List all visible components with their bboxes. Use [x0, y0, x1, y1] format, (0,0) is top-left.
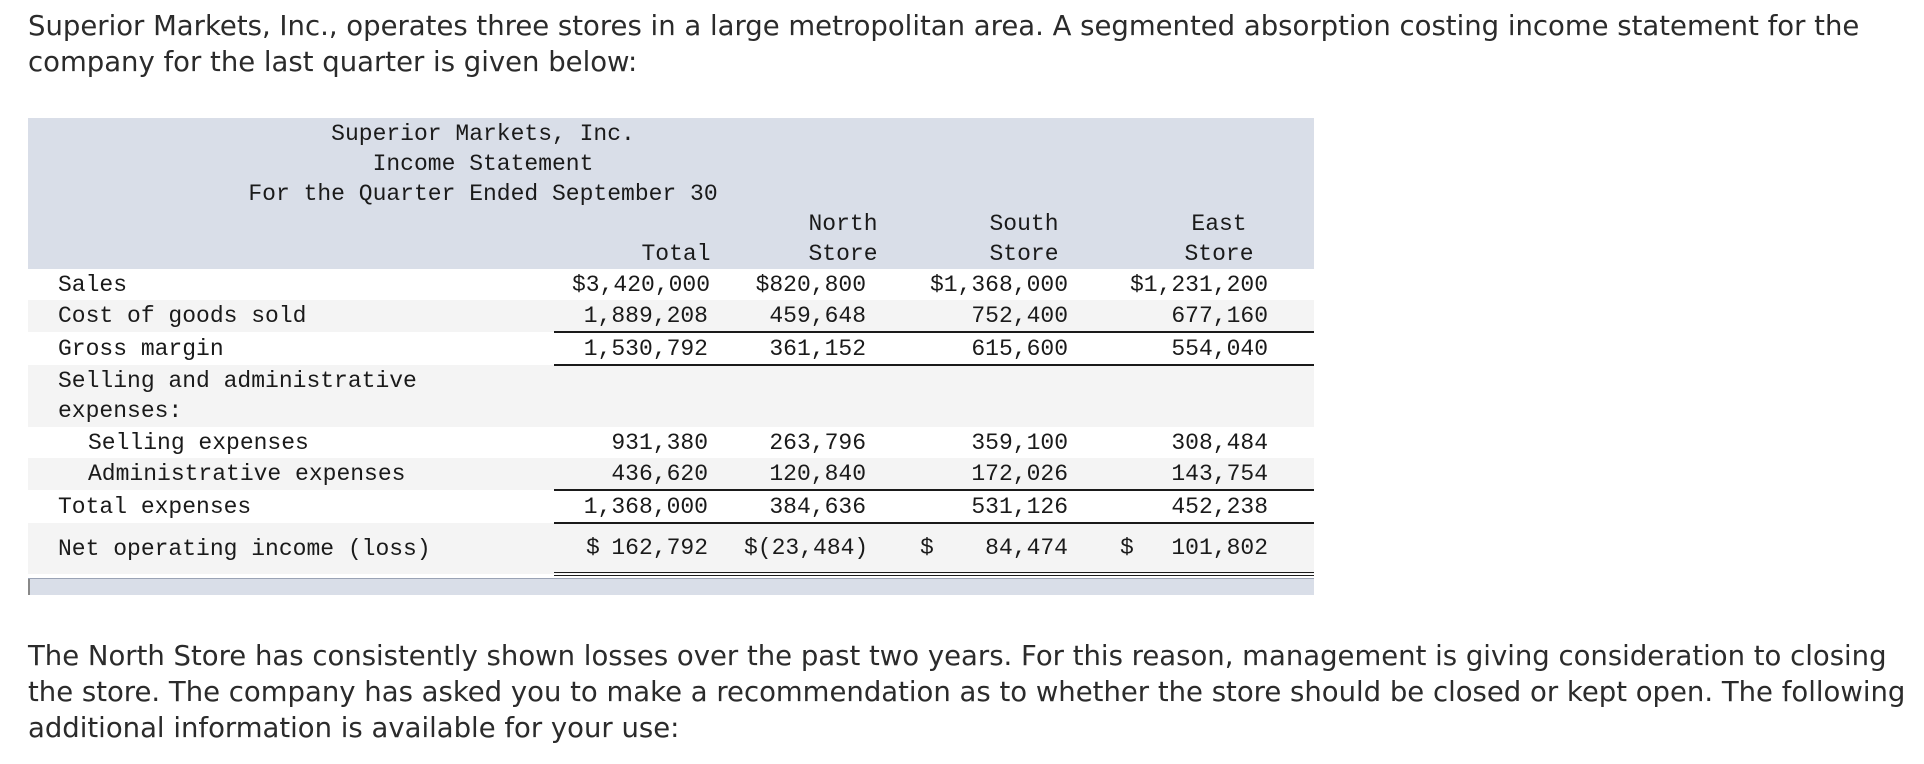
table-horizontal-scrollbar[interactable] — [28, 578, 1314, 595]
gross-margin-total: 1,530,792 — [572, 332, 744, 366]
total-expenses-north: 384,636 — [744, 490, 906, 524]
col-header-north-1: North — [808, 211, 878, 237]
row-sga-heading: Selling and administrative expenses: — [28, 365, 1314, 427]
sales-south: $1,368,000 — [906, 269, 1106, 300]
statement-title: Income Statement — [372, 151, 594, 177]
sales-east: $1,231,200 — [1106, 269, 1314, 300]
admin-total: 436,620 — [572, 458, 744, 491]
admin-south: 172,026 — [906, 458, 1106, 491]
cogs-north: 459,648 — [744, 300, 906, 333]
selling-east: 308,484 — [1106, 427, 1314, 458]
scrollbar-edge — [28, 579, 30, 595]
net-south: $84,474 — [906, 523, 1106, 576]
total-expenses-south: 531,126 — [906, 490, 1106, 524]
label-sales: Sales — [28, 269, 554, 300]
label-net-operating-income: Net operating income (loss) — [28, 523, 554, 574]
col-header-total: Total — [641, 241, 711, 267]
selling-south: 359,100 — [906, 427, 1106, 458]
gross-margin-east: 554,040 — [1106, 332, 1314, 366]
company-name: Superior Markets, Inc. — [331, 121, 635, 147]
selling-north: 263,796 — [744, 427, 906, 458]
income-statement: Superior Markets, Inc. Income Statement … — [28, 118, 1314, 576]
sales-north: $820,800 — [744, 269, 906, 300]
net-total: $162,792 — [572, 523, 744, 576]
intro-paragraph: Superior Markets, Inc., operates three s… — [28, 10, 1860, 78]
label-sga-heading: Selling and administrative expenses: — [28, 365, 554, 427]
label-cogs: Cost of goods sold — [28, 300, 554, 332]
net-east: $101,802 — [1106, 523, 1314, 576]
sales-total: $3,420,000 — [572, 269, 744, 300]
cogs-south: 752,400 — [906, 300, 1106, 333]
gross-margin-north: 361,152 — [744, 332, 906, 366]
total-expenses-total: 1,368,000 — [572, 490, 744, 524]
statement-table: Sales $3,420,000 $820,800 $1,368,000 $1,… — [28, 269, 1314, 576]
col-header-north-2: Store — [808, 241, 878, 267]
row-total-expenses: Total expenses 1,368,000 384,636 531,126… — [28, 490, 1314, 524]
row-gross-margin: Gross margin 1,530,792 361,152 615,600 5… — [28, 332, 1314, 366]
label-gross-margin: Gross margin — [28, 332, 554, 365]
label-admin: Administrative expenses — [28, 458, 554, 490]
net-total-dollar-sign: $ — [586, 535, 600, 561]
gross-margin-south: 615,600 — [906, 332, 1106, 366]
followup-paragraph: The North Store has consistently shown l… — [28, 640, 1906, 744]
col-header-south-1: South — [989, 211, 1059, 237]
row-selling: Selling expenses 931,380 263,796 359,100… — [28, 427, 1314, 458]
statement-header: Superior Markets, Inc. Income Statement … — [28, 118, 1314, 269]
col-header-east-1: East — [1191, 211, 1247, 237]
col-header-south-2: Store — [989, 241, 1059, 267]
label-total-expenses: Total expenses — [28, 490, 554, 523]
statement-period: For the Quarter Ended September 30 — [248, 181, 718, 207]
net-north: $(23,484) — [744, 523, 906, 576]
row-net-operating-income: Net operating income (loss) $162,792 $(2… — [28, 523, 1314, 576]
row-cogs: Cost of goods sold 1,889,208 459,648 752… — [28, 300, 1314, 333]
col-header-east-2: Store — [1184, 241, 1254, 267]
net-south-value: 84,474 — [985, 535, 1068, 561]
net-east-dollar-sign: $ — [1120, 535, 1134, 561]
cogs-total: 1,889,208 — [572, 300, 744, 333]
cogs-east: 677,160 — [1106, 300, 1314, 333]
net-total-value: 162,792 — [611, 535, 708, 561]
net-east-value: 101,802 — [1171, 535, 1268, 561]
total-expenses-east: 452,238 — [1106, 490, 1314, 524]
label-selling: Selling expenses — [28, 427, 554, 458]
row-sales: Sales $3,420,000 $820,800 $1,368,000 $1,… — [28, 269, 1314, 300]
admin-east: 143,754 — [1106, 458, 1314, 491]
net-south-dollar-sign: $ — [920, 535, 934, 561]
selling-total: 931,380 — [572, 427, 744, 458]
admin-north: 120,840 — [744, 458, 906, 491]
row-admin: Administrative expenses 436,620 120,840 … — [28, 458, 1314, 491]
